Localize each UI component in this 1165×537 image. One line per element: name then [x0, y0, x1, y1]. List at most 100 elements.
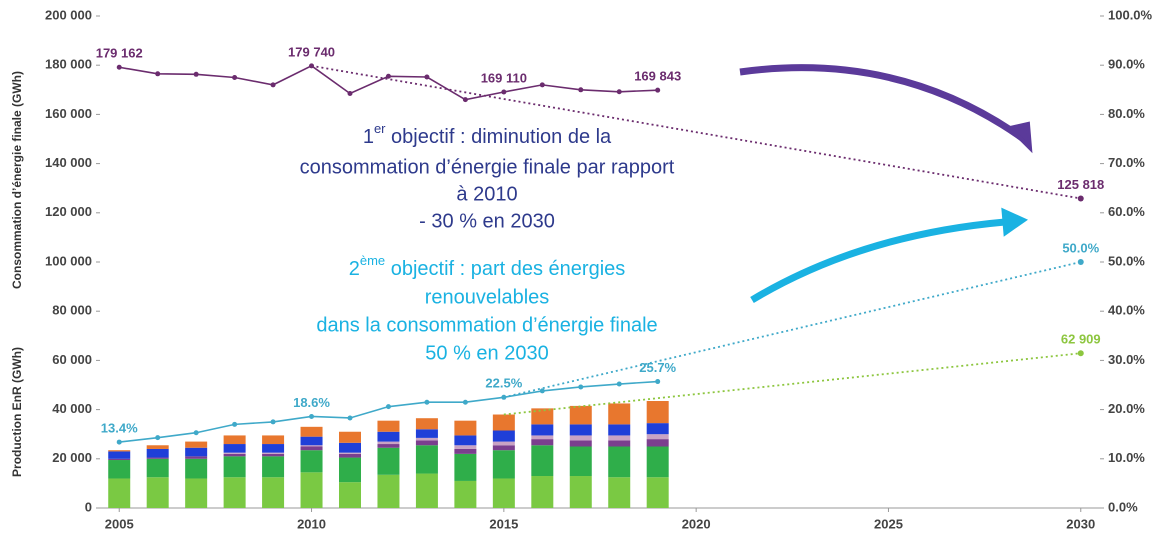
- bar-segment: [608, 435, 631, 441]
- y-tick-label: 120 000: [45, 204, 92, 219]
- point: [270, 82, 276, 88]
- y-tick-label: 180 000: [45, 57, 92, 72]
- x-tick-label: 2010: [297, 516, 326, 531]
- y-axis-label: Consommation d’énergie finale (GWh): [10, 71, 24, 289]
- bar-segment: [108, 460, 131, 479]
- y-tick-label: 140 000: [45, 155, 92, 170]
- bar-segment: [339, 457, 361, 483]
- annotation: à 2010: [456, 183, 517, 205]
- data-label: 50.0%: [1062, 240, 1099, 255]
- bar-segment: [492, 450, 515, 479]
- bar-segment: [339, 442, 361, 453]
- bar-segment: [262, 477, 285, 508]
- bar-segment: [646, 400, 669, 424]
- bar-segment: [492, 414, 515, 431]
- bar-segment: [300, 450, 323, 473]
- bar-segment: [146, 458, 169, 478]
- bar-segment: [454, 453, 477, 481]
- x-tick-label: 2020: [682, 516, 711, 531]
- bar-segment: [262, 444, 285, 453]
- point: [193, 430, 199, 436]
- line: [503, 352, 1081, 416]
- bar-segment: [454, 448, 477, 454]
- bar-segment: [377, 431, 400, 442]
- bar-segment: [454, 480, 477, 508]
- bar-segment: [300, 472, 323, 508]
- annotation-text: objectif : diminution de la: [386, 126, 613, 148]
- bar-segment: [569, 435, 592, 441]
- bar-segment: [569, 476, 592, 508]
- bar-segment: [531, 435, 554, 440]
- point: [347, 415, 353, 421]
- y-tick-label: 40 000: [52, 401, 92, 416]
- bar-segment: [108, 478, 131, 508]
- bar-segment: [531, 476, 554, 508]
- bar-segment: [262, 453, 285, 457]
- point: [616, 381, 622, 387]
- bar-segment: [492, 441, 515, 446]
- y2-tick-label: 100.0%: [1108, 7, 1153, 22]
- line: [311, 64, 1081, 200]
- point: [501, 89, 507, 95]
- point: [232, 421, 238, 427]
- y-axis-label: Production EnR (GWh): [10, 347, 24, 477]
- bar-segment: [646, 423, 669, 435]
- point: [578, 87, 584, 93]
- annotation: dans la consommation d’énergie finale: [316, 314, 657, 336]
- data-label: 25.7%: [639, 360, 676, 375]
- bar-segment: [531, 424, 554, 436]
- bar-segment: [146, 448, 169, 458]
- point: [155, 435, 161, 441]
- y2-tick-label: 50.0%: [1108, 253, 1145, 268]
- bar-segment: [377, 447, 400, 475]
- y-tick-label: 200 000: [45, 7, 92, 22]
- point: [424, 74, 430, 80]
- point: [539, 82, 545, 88]
- x-tick-label: 2015: [489, 516, 518, 531]
- bar-segment: [146, 477, 169, 508]
- bar-segment: [454, 420, 477, 436]
- point: [424, 399, 430, 405]
- bar-segment: [185, 441, 208, 448]
- bar-segment: [223, 444, 246, 453]
- point: [347, 90, 353, 96]
- bar-segment: [608, 446, 631, 478]
- bar-segment: [223, 453, 246, 457]
- annotation-sup: er: [374, 121, 386, 136]
- data-label: 62 909: [1061, 332, 1101, 347]
- point: [385, 404, 391, 410]
- bar-segment: [108, 458, 131, 461]
- line: [119, 64, 658, 101]
- data-label: 179 162: [96, 46, 143, 61]
- bar-segment: [300, 436, 323, 446]
- bar-segment: [531, 439, 554, 446]
- y-tick-label: 100 000: [45, 253, 92, 268]
- bar-segment: [108, 450, 131, 452]
- bar-segment: [300, 445, 323, 447]
- point: [655, 87, 661, 93]
- point: [116, 64, 122, 70]
- bar-segment: [377, 444, 400, 448]
- bar-segment: [377, 420, 400, 432]
- y2-tick-label: 90.0%: [1108, 57, 1145, 72]
- data-label: 13.4%: [101, 421, 138, 436]
- arrow-head: [1001, 207, 1029, 237]
- bar-segment: [262, 456, 285, 478]
- annotation: 50 % en 2030: [425, 342, 548, 364]
- bar-segment: [454, 435, 477, 446]
- point: [116, 439, 122, 445]
- bar-segment: [608, 440, 631, 447]
- y-tick-label: 160 000: [45, 106, 92, 121]
- y2-tick-label: 10.0%: [1108, 450, 1145, 465]
- bar-segment: [569, 446, 592, 477]
- point: [309, 413, 315, 419]
- x-tick-label: 2025: [874, 516, 903, 531]
- bar-segment: [415, 418, 438, 430]
- bar-segment: [185, 447, 208, 457]
- bar-segment: [646, 439, 669, 447]
- bar-segment: [646, 446, 669, 478]
- bar-segment: [492, 430, 515, 442]
- bar-segment: [300, 446, 323, 451]
- bar-segment: [415, 473, 438, 508]
